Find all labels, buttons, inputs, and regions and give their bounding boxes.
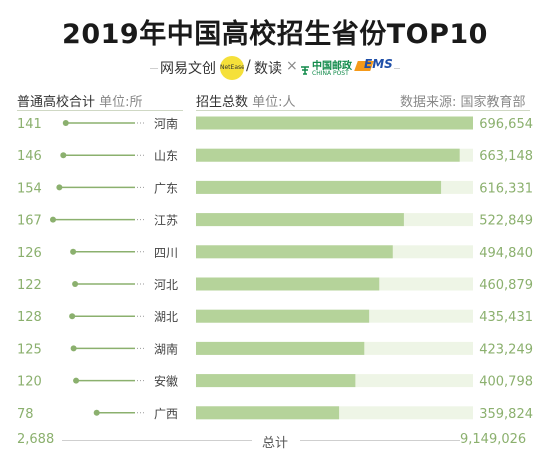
enrollment-bar [196,374,356,388]
times-separator: × [286,58,298,74]
left-count-dot [62,120,69,126]
enrollment-bar [196,277,380,291]
left-header: 普通高校合计 单位:所 [17,91,143,110]
netease-logo: 网易文创 [160,61,216,77]
left-count-dot [73,377,80,384]
left-count-dot [70,345,77,352]
province-label: 山东 [154,149,178,163]
left-count-label: 122 [17,278,42,293]
logo-divider-left [150,68,158,69]
enrollment-bar [196,213,404,227]
page-title: 2019年中国高校招生省份TOP10 [62,19,488,50]
ems-logo: EMS [364,57,393,71]
enrollment-value-label: 435,431 [479,310,533,325]
province-label: 广西 [154,407,178,421]
footer-rule-right [300,440,460,441]
province-label: 河南 [154,116,178,131]
enrollment-bar [196,406,340,420]
left-count-dot [93,409,100,416]
shudu-logo: 数读 [254,61,282,77]
left-count-label: 78 [17,407,34,422]
left-count-label: 146 [17,149,42,164]
enrollment-value-label: 460,879 [479,278,533,293]
left-count-label: 120 [17,375,42,390]
left-count-label: 141 [17,117,42,132]
left-count-dot [72,281,79,287]
enrollment-bar [196,341,365,355]
left-count-label: 128 [17,310,42,325]
china-post-en: CHINA POST [312,70,349,77]
left-count-label: 154 [17,181,42,196]
enrollment-value-label: 359,824 [479,407,533,422]
enrollment-value-label: 696,654 [479,117,533,132]
data-source: 数据来源: 国家教育部 [400,95,526,110]
footer-label: 总计 [262,436,289,451]
enrollment-value-label: 423,249 [479,342,533,357]
china-post-icon [300,60,310,75]
enrollment-bar [196,309,370,323]
right-header: 招生总数 单位:人 [196,91,296,110]
enrollment-value-label: 522,849 [479,214,533,229]
netease-badge-icon: NetEase [220,56,244,80]
enrollment-bar [196,245,393,259]
enrollment-bar [196,180,442,194]
left-count-dot [69,313,76,320]
province-label: 湖南 [154,341,178,356]
enrollment-bar [196,148,460,162]
enrollment-value-label: 616,331 [479,181,533,196]
province-label: 广东 [154,181,178,195]
enrollment-value-label: 400,798 [479,375,533,390]
left-count-label: 126 [17,246,42,261]
right-header-title: 招生总数 [196,95,249,110]
footer-right-total: 9,149,026 [460,432,527,447]
left-count-label: 125 [17,342,42,357]
left-count-dot [56,184,63,191]
province-label: 江苏 [154,214,178,228]
footer-left-total: 2,688 [17,432,55,447]
province-label: 河北 [154,278,178,292]
right-header-rule [196,110,530,111]
left-count-label: 167 [17,214,42,229]
footer-rule-left [62,440,252,441]
enrollment-value-label: 494,840 [479,246,533,261]
left-count-dot [60,152,67,159]
left-header-rule [17,110,183,111]
province-label: 安徽 [154,374,178,389]
left-header-unit: 单位:所 [99,95,143,110]
left-count-dot [50,216,56,223]
logo-divider-right [394,68,400,69]
enrollment-bar [196,116,473,130]
slash-separator: / [246,58,251,74]
province-label: 湖北 [154,309,178,324]
province-label: 四川 [154,246,178,260]
china-post-cn: 中国邮政 [312,61,352,72]
right-header-unit: 单位:人 [252,95,296,110]
brand-logo-bar: 网易文创 NetEase / 数读 × 中国邮政 CHINA POST EMS [150,54,400,86]
left-count-dot [70,248,77,255]
left-header-title: 普通高校合计 [17,95,96,110]
enrollment-value-label: 663,148 [479,149,533,164]
